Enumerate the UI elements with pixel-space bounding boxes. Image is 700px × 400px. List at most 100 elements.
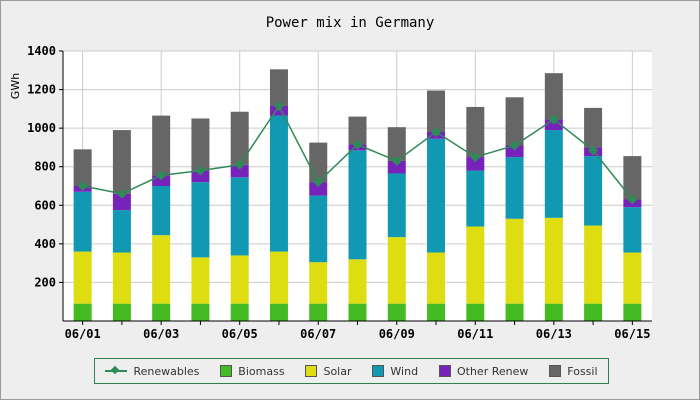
bar-other-renew	[112, 193, 131, 211]
x-tick-label: 06/01	[65, 327, 101, 341]
y-axis-label: GWh	[9, 73, 22, 99]
bar-wind	[623, 207, 642, 253]
bar-other-renew	[544, 119, 563, 131]
renewables-point	[470, 152, 481, 163]
bar-solar	[544, 217, 563, 304]
bar-wind	[152, 186, 171, 236]
renewables-point	[195, 165, 206, 176]
bar-fossil	[230, 111, 249, 165]
y-tick-label: 1200	[27, 83, 56, 97]
x-tick-label: 06/13	[536, 327, 572, 341]
legend-item: Fossil	[549, 364, 598, 378]
bar-solar	[348, 259, 367, 304]
renewables-point	[548, 114, 559, 125]
bar-solar	[623, 252, 642, 304]
bar-biomass	[387, 303, 406, 321]
legend-swatch	[372, 365, 385, 377]
y-tick-label: 1000	[27, 121, 56, 135]
chart-title: Power mix in Germany	[265, 15, 435, 31]
bar-fossil	[387, 127, 406, 161]
legend-item: Wind	[372, 365, 418, 378]
bar-fossil	[623, 156, 642, 200]
renewables-point	[156, 170, 167, 181]
bar-wind	[348, 150, 367, 260]
bar-other-renew	[230, 164, 249, 178]
bar-solar	[152, 235, 171, 304]
legend-label: Solar	[323, 364, 352, 378]
bar-other-renew	[387, 160, 406, 174]
legend-swatch	[105, 366, 128, 376]
bar-solar	[427, 252, 446, 304]
y-tick-label: 800	[34, 160, 56, 174]
legend-swatch	[549, 365, 562, 377]
bar-wind	[112, 210, 131, 253]
renewables-point	[391, 155, 402, 166]
bar-solar	[112, 252, 131, 304]
bar-biomass	[191, 303, 210, 321]
x-tick-label: 06/09	[379, 327, 415, 341]
legend-swatch	[220, 365, 233, 377]
legend-item: Other Renew	[438, 364, 529, 378]
bar-biomass	[230, 303, 249, 321]
legend-swatch	[305, 365, 318, 377]
bar-wind	[466, 170, 485, 227]
bar-solar	[309, 262, 328, 304]
bar-biomass	[73, 303, 92, 321]
bar-biomass	[309, 303, 328, 321]
bar-wind	[269, 115, 288, 252]
bar-wind	[73, 191, 92, 252]
y-tick-label: 600	[34, 198, 56, 212]
legend-label: Renewables	[133, 364, 200, 378]
bar-biomass	[584, 303, 603, 321]
legend-item: Renewables	[105, 365, 199, 378]
bar-fossil	[505, 97, 524, 146]
x-tick-label: 06/03	[143, 327, 179, 341]
legend-item: Biomass	[220, 364, 285, 378]
bar-solar	[230, 255, 249, 304]
bar-biomass	[466, 303, 485, 321]
legend-label: Other Renew	[456, 364, 529, 378]
bar-wind	[387, 173, 406, 238]
bar-biomass	[269, 303, 288, 321]
legend-swatch	[438, 365, 451, 377]
bar-fossil	[73, 149, 92, 186]
bar-solar	[466, 226, 485, 304]
bar-wind	[584, 156, 603, 226]
bar-wind	[191, 182, 210, 258]
renewables-point	[352, 139, 363, 150]
x-tick-label: 06/11	[457, 327, 493, 341]
bar-biomass	[152, 303, 171, 321]
y-tick-label: 1400	[27, 44, 56, 58]
bar-other-renew	[309, 182, 328, 196]
bar-solar	[191, 257, 210, 304]
bar-biomass	[348, 303, 367, 321]
bar-fossil	[112, 130, 131, 194]
renewables-point	[77, 181, 88, 191]
renewables-point	[116, 188, 127, 199]
renewables-point	[313, 177, 324, 188]
bar-fossil	[466, 106, 485, 158]
bar-fossil	[348, 116, 367, 145]
renewables-point	[431, 127, 442, 137]
renewables-point	[588, 145, 599, 156]
y-tick-label: 400	[34, 237, 56, 251]
x-tick-label: 06/07	[300, 327, 336, 341]
legend-item: Solar	[305, 364, 352, 378]
bar-wind	[230, 177, 249, 256]
bar-biomass	[623, 303, 642, 321]
renewables-point	[627, 194, 638, 205]
bar-solar	[584, 225, 603, 304]
bar-fossil	[427, 90, 446, 132]
legend-label: Biomass	[238, 364, 285, 378]
y-tick-label: 200	[34, 275, 56, 289]
bar-fossil	[544, 73, 563, 120]
bar-wind	[309, 195, 328, 263]
legend-label: Wind	[390, 364, 419, 378]
bar-fossil	[584, 107, 603, 148]
bar-solar	[387, 237, 406, 304]
bar-fossil	[269, 69, 288, 106]
legend-label: Fossil	[567, 364, 598, 378]
bar-other-renew	[505, 145, 524, 158]
bar-solar	[73, 251, 92, 304]
